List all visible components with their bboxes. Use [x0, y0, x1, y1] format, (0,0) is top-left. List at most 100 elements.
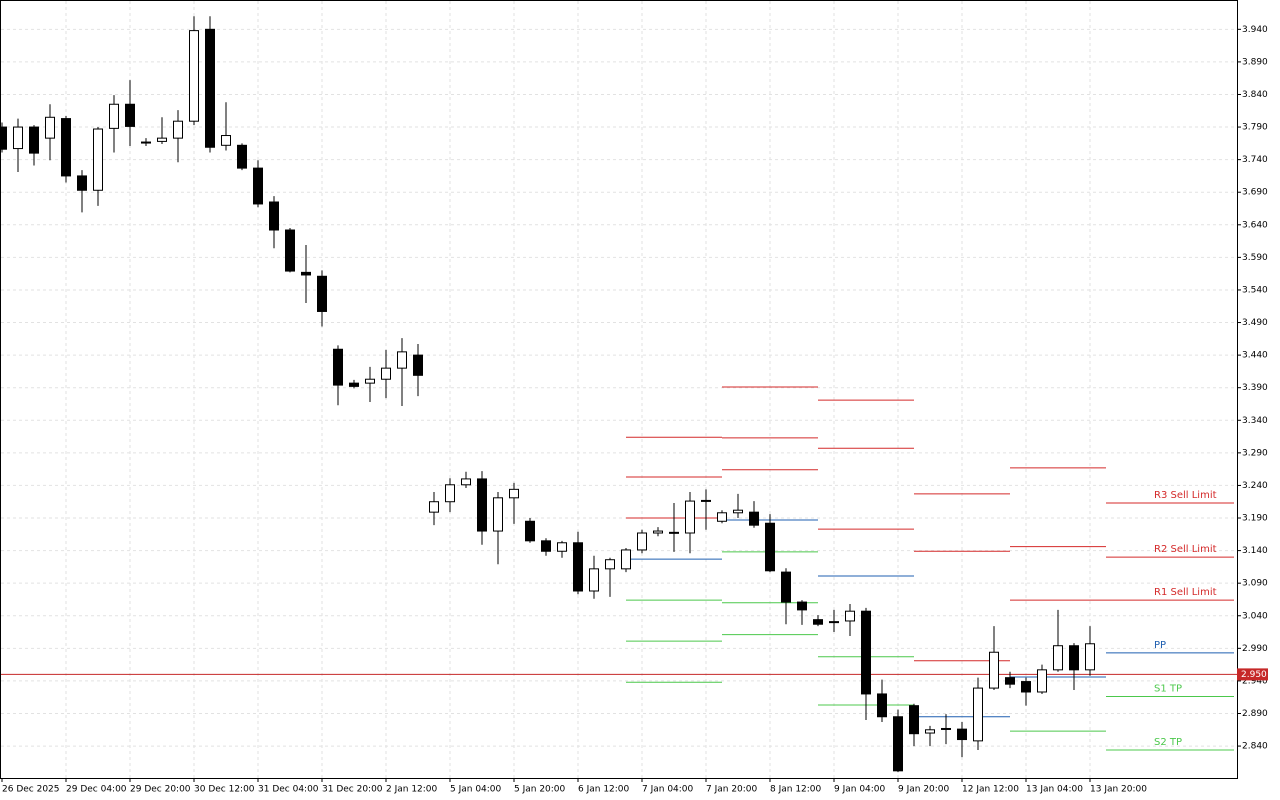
candle-body	[285, 229, 295, 272]
x-tick-label: 29 Dec 20:00	[130, 785, 191, 795]
y-tick-label: 3.240	[1242, 481, 1268, 491]
x-tick-label: 2 Jan 12:00	[386, 785, 438, 795]
candle-body	[189, 30, 199, 122]
candle-body	[205, 28, 215, 148]
candle-body	[781, 571, 791, 603]
candle-body	[509, 488, 519, 499]
candle-body	[445, 484, 455, 503]
candle-body	[957, 728, 967, 741]
candle-body	[45, 116, 55, 139]
x-tick-label: 26 Dec 2025	[2, 785, 60, 795]
candle-body	[893, 716, 903, 772]
candle-body	[621, 549, 631, 570]
candle-body	[13, 126, 23, 150]
candle-body	[669, 531, 679, 534]
candle-body	[541, 540, 551, 552]
candle-body	[1069, 645, 1079, 671]
price-tag	[1237, 668, 1268, 681]
candle-body	[1021, 681, 1031, 693]
candle-body	[877, 693, 887, 718]
candle-body	[1085, 643, 1095, 671]
y-tick-label: 3.340	[1242, 416, 1268, 426]
pivot-label: R1 Sell Limit	[1154, 587, 1217, 598]
y-tick-label: 2.940	[1242, 676, 1268, 686]
pivot-label: S1 TP	[1154, 684, 1182, 695]
candle-body	[157, 137, 167, 142]
candle-body	[989, 651, 999, 689]
x-tick-label: 5 Jan 20:00	[514, 785, 566, 795]
candle-body	[253, 167, 263, 205]
candle-body	[173, 120, 183, 139]
candle-body	[477, 478, 487, 532]
candle-body	[749, 511, 759, 526]
x-tick-label: 8 Jan 12:00	[770, 785, 822, 795]
candle-body	[333, 348, 343, 386]
y-tick-label: 2.990	[1242, 644, 1268, 654]
x-tick-label: 7 Jan 20:00	[706, 785, 758, 795]
x-tick-label: 5 Jan 04:00	[450, 785, 502, 795]
candle-body	[813, 619, 823, 625]
x-tick-label: 30 Dec 12:00	[194, 785, 255, 795]
candle-body	[861, 610, 871, 695]
y-tick-label: 2.840	[1242, 742, 1268, 752]
candle-body	[557, 542, 567, 552]
candle-body	[29, 126, 39, 154]
y-tick-label: 3.590	[1242, 253, 1268, 263]
x-tick-label: 7 Jan 04:00	[642, 785, 694, 795]
candle-body	[317, 275, 327, 312]
candle-body	[301, 271, 311, 276]
candle-body	[525, 520, 535, 542]
candle-body	[365, 378, 375, 384]
candle-body	[493, 497, 503, 532]
y-tick-label: 3.490	[1242, 318, 1268, 328]
y-tick-label: 3.140	[1242, 546, 1268, 556]
candle-body	[973, 687, 983, 742]
candle-body	[845, 610, 855, 622]
x-tick-label: 9 Jan 20:00	[898, 785, 950, 795]
candle-body	[93, 128, 103, 191]
y-tick-label: 3.840	[1242, 90, 1268, 100]
candle-body	[381, 367, 391, 380]
y-tick-label: 3.740	[1242, 155, 1268, 165]
candle-body	[701, 499, 711, 502]
candle-body	[1053, 645, 1063, 671]
y-tick-label: 3.040	[1242, 611, 1268, 621]
candle-body	[237, 144, 247, 169]
candle-body	[61, 118, 71, 177]
candle-body	[685, 500, 695, 534]
pivot-label: R3 Sell Limit	[1154, 490, 1217, 501]
y-tick-label: 3.940	[1242, 25, 1268, 35]
x-tick-label: 13 Jan 04:00	[1026, 785, 1083, 795]
candle-body	[717, 512, 727, 522]
pivot-label: PP	[1154, 640, 1166, 651]
candle-body	[1005, 677, 1015, 685]
x-tick-label: 29 Dec 04:00	[66, 785, 127, 795]
candle-body	[141, 141, 151, 144]
x-tick-label: 13 Jan 20:00	[1090, 785, 1147, 795]
y-tick-label: 3.390	[1242, 383, 1268, 393]
candle-body	[653, 530, 663, 534]
x-tick-label: 9 Jan 04:00	[834, 785, 886, 795]
candle-body	[125, 103, 135, 127]
price-tag-label: 2.950	[1241, 670, 1267, 680]
y-tick-label: 3.190	[1242, 514, 1268, 524]
candle-body	[733, 509, 743, 514]
candle-body	[429, 501, 439, 513]
candle-body	[797, 601, 807, 611]
y-tick-label: 3.290	[1242, 448, 1268, 458]
y-tick-label: 3.540	[1242, 285, 1268, 295]
y-tick-label: 3.090	[1242, 579, 1268, 589]
candle-body	[605, 559, 615, 570]
y-tick-label: 2.890	[1242, 709, 1268, 719]
x-tick-label: 6 Jan 12:00	[578, 785, 630, 795]
candle-body	[637, 532, 647, 551]
candle-body	[0, 126, 7, 150]
candle-body	[941, 727, 951, 730]
x-tick-label: 31 Dec 20:00	[322, 785, 383, 795]
y-tick-label: 3.890	[1242, 57, 1268, 67]
pivot-label: S2 TP	[1154, 737, 1182, 748]
candle-body	[589, 568, 599, 592]
candle-body	[1037, 669, 1047, 693]
